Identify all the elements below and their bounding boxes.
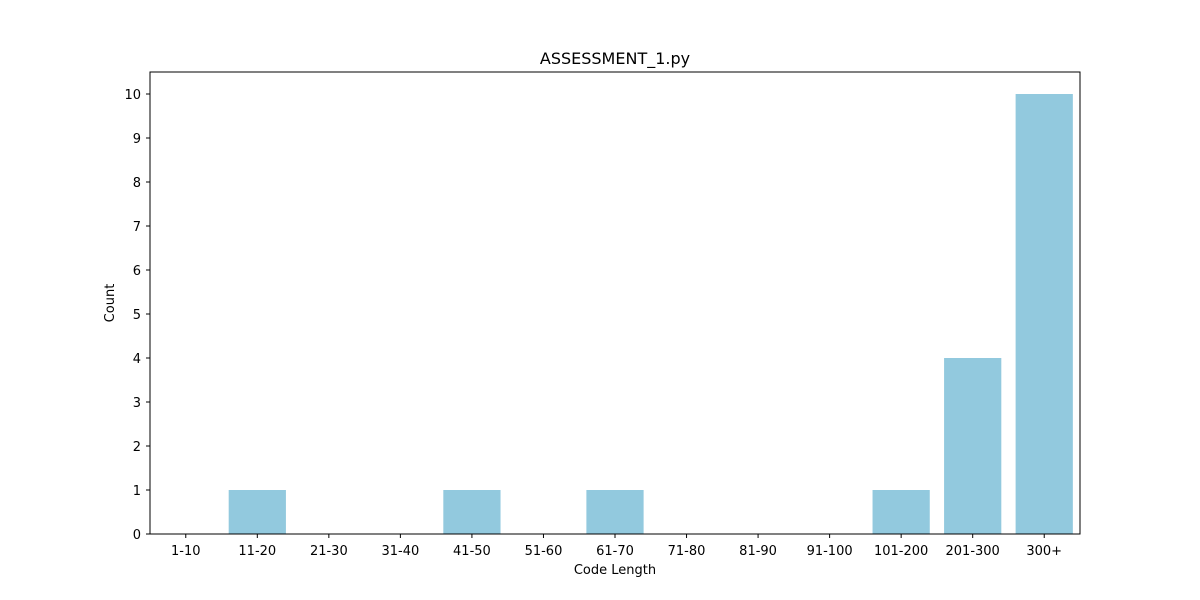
y-tick-label: 4	[133, 352, 141, 367]
bar-11-20	[228, 490, 286, 534]
x-tick-label: 41-50	[453, 544, 491, 559]
x-tick-label: 201-300	[946, 544, 1000, 559]
y-tick-label: 2	[133, 440, 141, 455]
bar-41-50	[443, 490, 501, 534]
y-tick-label: 0	[133, 528, 141, 543]
x-axis-label: Code Length	[574, 563, 656, 578]
bars-group	[228, 94, 1073, 534]
bar-101-200	[872, 490, 930, 534]
x-tick-label: 91-100	[807, 544, 853, 559]
x-tick-label: 81-90	[739, 544, 777, 559]
x-tick-label: 300+	[1026, 544, 1062, 559]
y-tick-label: 3	[133, 396, 141, 411]
y-tick-label: 10	[124, 88, 141, 103]
x-tick-label: 1-10	[171, 544, 201, 559]
plot-frame	[149, 71, 1081, 535]
x-tick-label: 31-40	[381, 544, 419, 559]
x-tick-label: 61-70	[596, 544, 634, 559]
bar-61-70	[586, 490, 644, 534]
y-tick-label: 9	[133, 132, 141, 147]
x-tick-label: 51-60	[525, 544, 563, 559]
x-tick-label: 71-80	[668, 544, 706, 559]
y-tick-label: 8	[133, 176, 141, 191]
y-tick-label: 1	[133, 484, 141, 499]
y-tick-label: 7	[133, 220, 141, 235]
x-axis-ticks: 1-10 11-20 21-30 31-40 41-50 51-60 61-70 71-80 8…	[171, 534, 1062, 559]
y-axis-label: Count	[103, 284, 118, 323]
x-tick-label: 101-200	[874, 544, 928, 559]
bar-201-300	[944, 358, 1002, 534]
y-tick-label: 5	[133, 308, 141, 323]
y-axis-ticks: 0 1 2 3 4 5 6 7 8 9 10	[124, 88, 150, 543]
chart-title: ASSESSMENT_1.py	[540, 49, 690, 69]
bar-300+	[1015, 94, 1073, 534]
x-tick-label: 11-20	[238, 544, 276, 559]
x-tick-label: 21-30	[310, 544, 348, 559]
y-tick-label: 6	[133, 264, 141, 279]
